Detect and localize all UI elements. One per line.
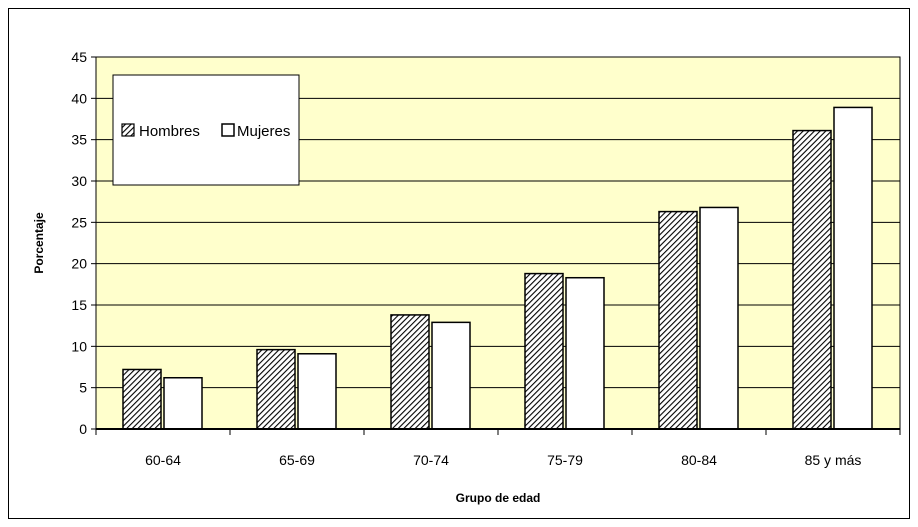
x-axis-ticks: 60-64 65-69 70-74 75-79 80-84 85 y más xyxy=(95,429,901,468)
bar-mujeres xyxy=(163,376,203,430)
x-tick-label: 60-64 xyxy=(145,452,181,468)
y-tick-label: 5 xyxy=(79,380,87,396)
y-tick-label: 0 xyxy=(79,421,87,437)
legend-label-hombres: Hombres xyxy=(139,123,200,140)
x-axis-title: Grupo de edad xyxy=(456,491,541,505)
y-tick-label: 40 xyxy=(71,90,87,106)
bar-hombres xyxy=(122,368,162,430)
bar-mujeres xyxy=(565,276,605,430)
y-tick-label: 45 xyxy=(71,49,87,65)
x-tick-label: 75-79 xyxy=(547,452,583,468)
bars xyxy=(122,106,873,430)
bar-mujeres xyxy=(297,353,337,430)
y-tick-label: 10 xyxy=(71,338,87,354)
bar-hombres xyxy=(390,314,430,430)
legend-swatch-mujeres xyxy=(221,123,235,137)
x-tick-label: 85 y más xyxy=(805,452,862,468)
y-tick-label: 15 xyxy=(71,297,87,313)
x-tick-label: 80-84 xyxy=(681,452,717,468)
x-tick-label: 70-74 xyxy=(413,452,449,468)
legend: Hombres Mujeres xyxy=(112,74,300,186)
legend-box xyxy=(112,74,300,186)
bar-hombres xyxy=(256,348,296,430)
y-tick-label: 30 xyxy=(71,173,87,189)
bar-mujeres xyxy=(699,206,739,430)
legend-label-mujeres: Mujeres xyxy=(237,123,290,140)
bar-hombres xyxy=(524,272,564,430)
y-axis-ticks: 0 5 10 15 20 25 30 35 40 45 xyxy=(71,49,96,437)
y-tick-label: 35 xyxy=(71,132,87,148)
y-tick-label: 20 xyxy=(71,256,87,272)
y-tick-label: 25 xyxy=(71,214,87,230)
x-tick-label: 65-69 xyxy=(279,452,315,468)
bar-mujeres xyxy=(431,321,471,430)
y-axis-title: Porcentaje xyxy=(32,212,46,274)
legend-swatch-hombres xyxy=(121,123,135,137)
bar-hombres xyxy=(792,129,832,430)
bar-hombres xyxy=(658,210,698,430)
bar-mujeres xyxy=(833,106,873,430)
